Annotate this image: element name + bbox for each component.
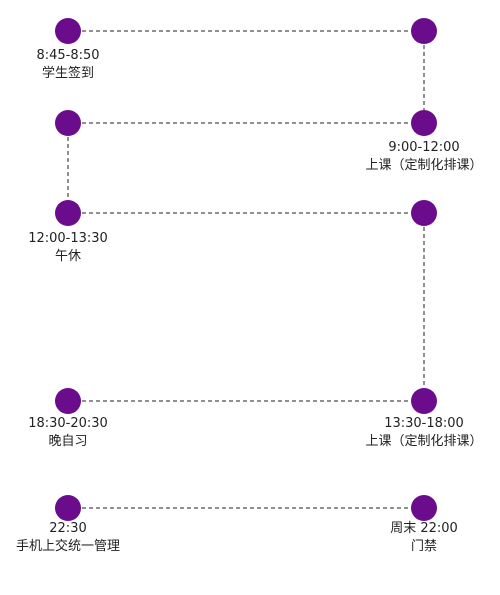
label-afternoon-class: 13:30-18:00 上课（定制化排课） (329, 415, 500, 451)
activity-checkin: 学生签到 (41, 66, 94, 81)
node-r1 (411, 18, 437, 44)
label-weekend-curfew: 周末 22:00 门禁 (329, 520, 500, 556)
time-lunch-break: 12:00-13:30 (28, 231, 108, 246)
label-phone-handin: 22:30 手机上交统一管理 (0, 520, 163, 556)
label-evening-study: 18:30-20:30 晚自习 (0, 415, 163, 451)
activity-weekend-curfew: 门禁 (410, 539, 437, 554)
activity-afternoon-class: 上课（定制化排课） (365, 434, 483, 449)
label-lunch-break: 12:00-13:30 午休 (0, 230, 163, 266)
node-afternoon-class (411, 388, 437, 414)
time-evening-study: 18:30-20:30 (28, 416, 108, 431)
time-morning-class: 9:00-12:00 (388, 140, 460, 155)
time-weekend-curfew: 周末 22:00 (390, 521, 458, 536)
time-afternoon-class: 13:30-18:00 (384, 416, 464, 431)
node-evening-study (55, 388, 81, 414)
node-l2 (55, 110, 81, 136)
node-phone-handin (55, 495, 81, 521)
node-morning-class (411, 110, 437, 136)
label-morning-class: 9:00-12:00 上课（定制化排课） (329, 139, 500, 175)
node-r3 (411, 200, 437, 226)
node-lunch-break (55, 200, 81, 226)
node-checkin (55, 18, 81, 44)
activity-morning-class: 上课（定制化排课） (365, 158, 483, 173)
label-checkin: 8:45-8:50 学生签到 (0, 47, 163, 83)
activity-phone-handin: 手机上交统一管理 (15, 539, 120, 554)
time-checkin: 8:45-8:50 (36, 48, 100, 63)
activity-lunch-break: 午休 (54, 249, 81, 264)
activity-evening-study: 晚自习 (48, 434, 88, 449)
node-weekend-curfew (411, 495, 437, 521)
time-phone-handin: 22:30 (49, 521, 87, 536)
